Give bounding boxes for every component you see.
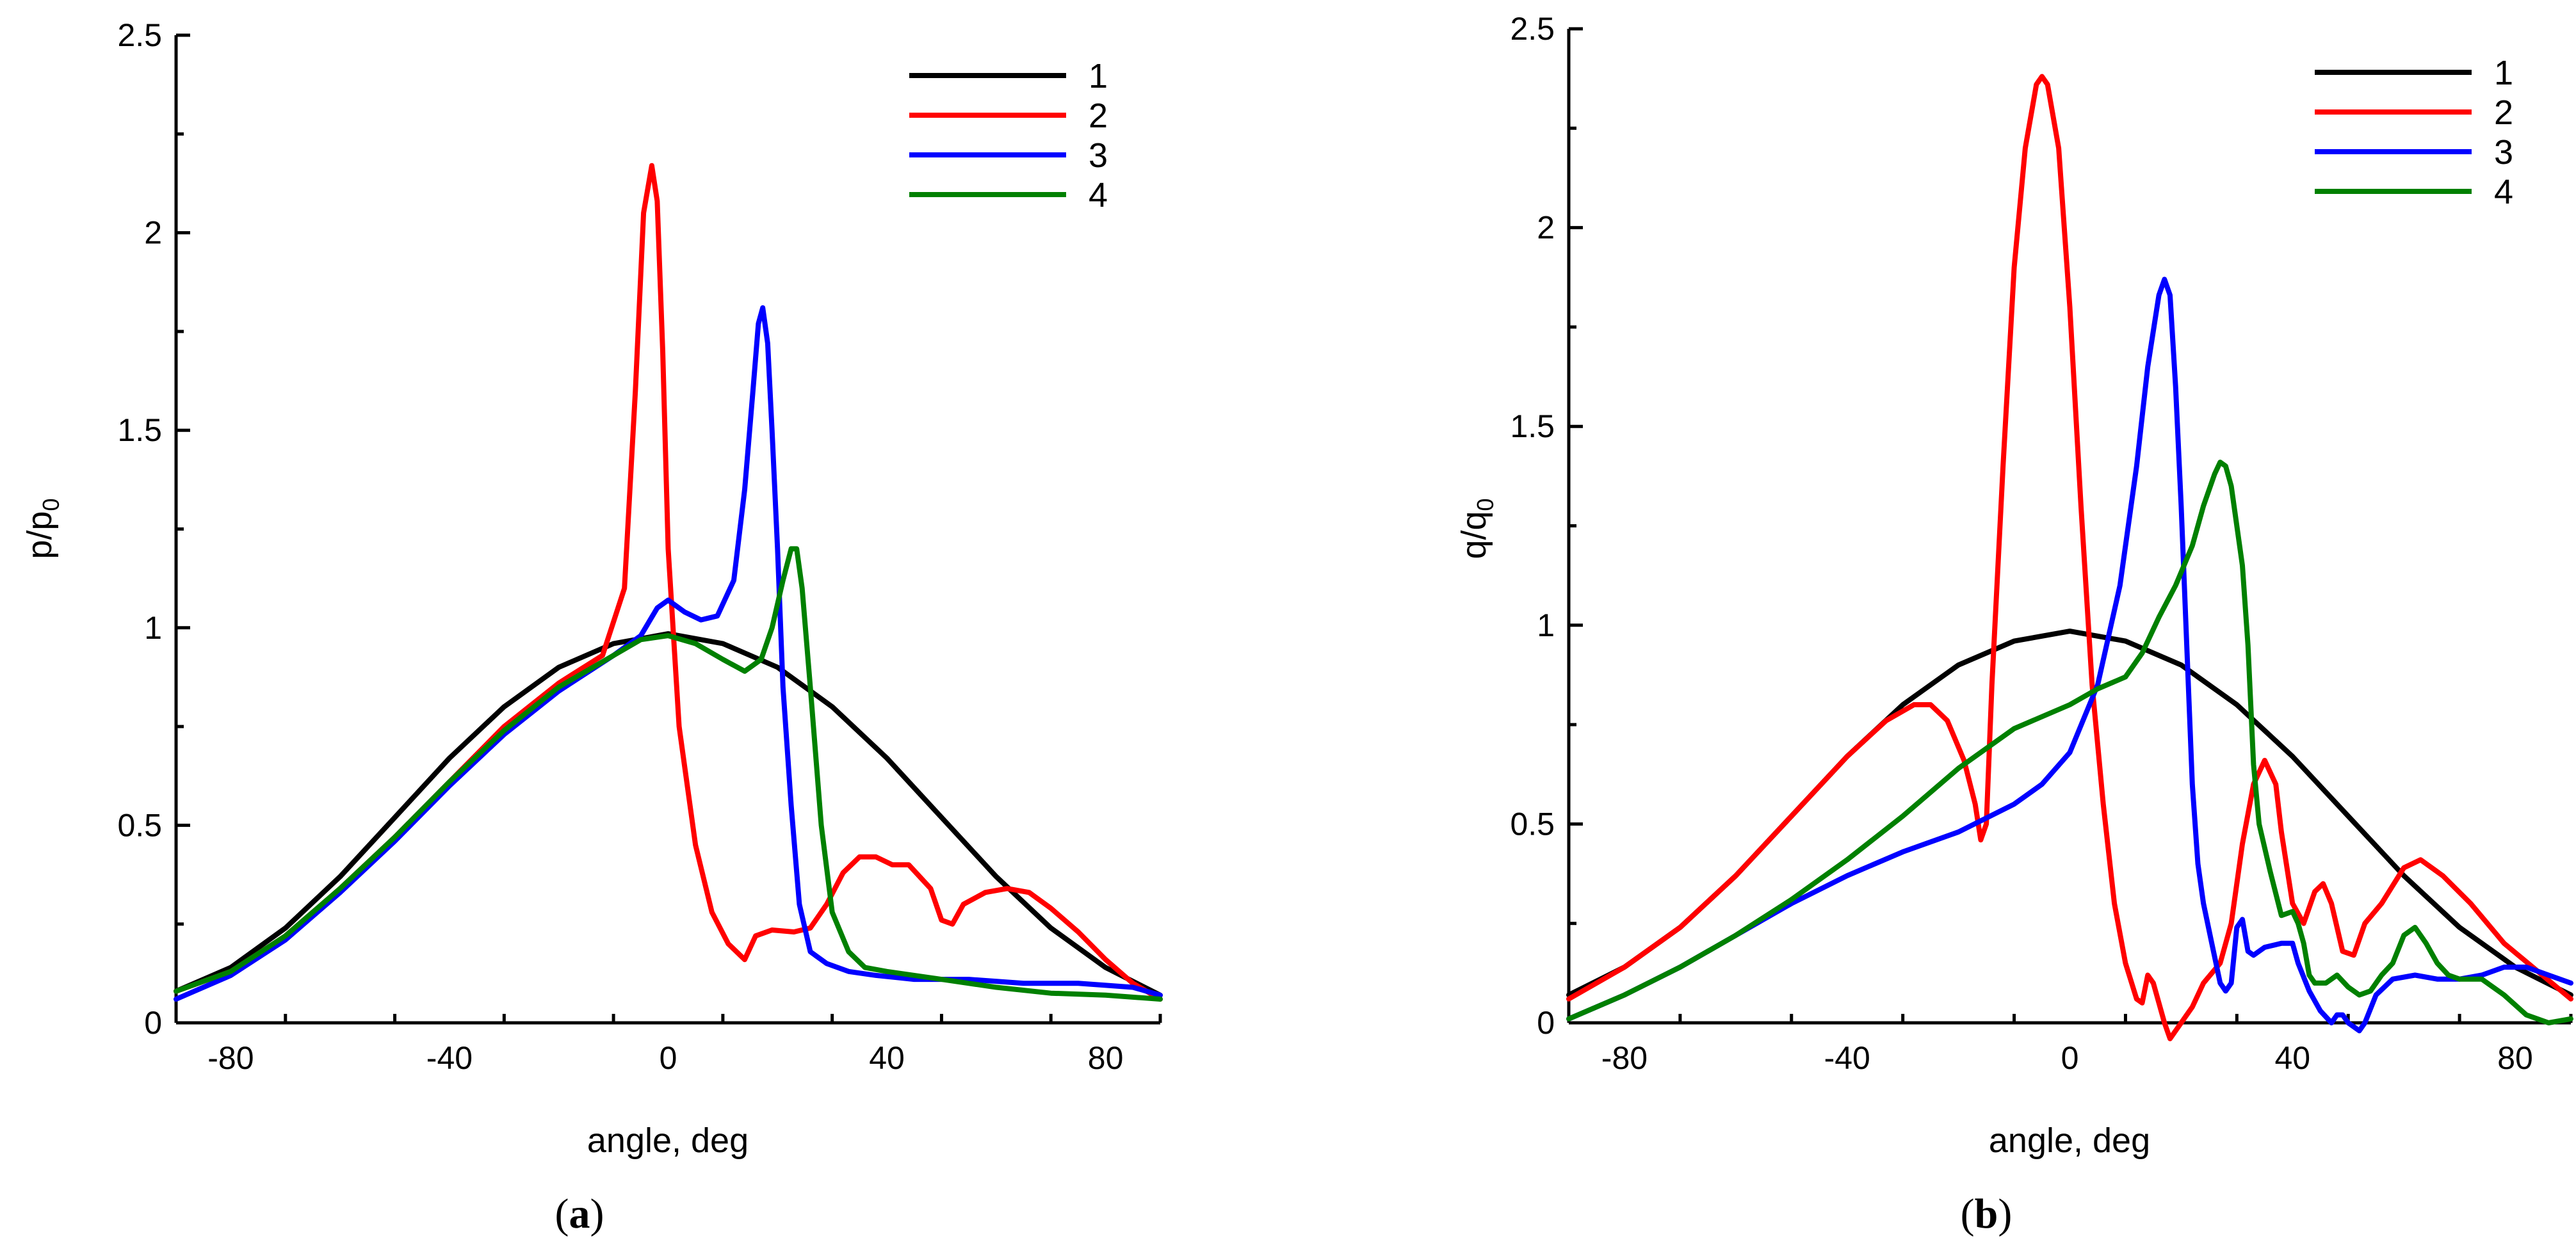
panel-caption-a: (a) — [555, 1191, 604, 1237]
legend-label-a-2: 2 — [1089, 97, 1108, 135]
x-tick-label-a-3: 40 — [869, 1040, 905, 1076]
series-line-b-4 — [1566, 460, 2573, 1025]
x-tick-label-a-1: -40 — [426, 1040, 473, 1076]
y-tick-label-b-1: 0.5 — [1510, 806, 1555, 842]
y-tick-label-b-4: 2 — [1537, 210, 1555, 246]
x-tick-label-a-2: 0 — [660, 1040, 677, 1076]
y-tick-label-b-3: 1.5 — [1510, 408, 1555, 444]
legend-label-b-4: 4 — [2494, 173, 2513, 211]
y-tick-label-a-2: 1 — [144, 610, 162, 646]
series-line-b-1 — [1566, 629, 2573, 998]
y-tick-label-a-5: 2.5 — [117, 17, 162, 53]
series-line-a-3 — [174, 305, 1163, 1002]
y-tick-label-b-2: 1 — [1537, 607, 1555, 643]
y-axis-label-a: p/p0 — [20, 498, 64, 559]
y-tick-label-a-3: 1.5 — [117, 412, 162, 448]
panel-caption-letter-a: a — [569, 1191, 590, 1237]
legend-label-a-3: 3 — [1089, 136, 1108, 175]
series-group-b — [1566, 74, 2573, 1041]
series-line-a-2 — [174, 163, 1163, 1002]
legend-label-a-4: 4 — [1089, 176, 1108, 214]
ticks-b: 0 0.5 1 1.5 2 2.5 -80 -40 0 40 80 — [1510, 11, 2573, 1076]
x-axis-label-b: angle, deg — [1989, 1121, 2150, 1160]
legend-label-b-3: 3 — [2494, 133, 2513, 172]
y-tick-label-a-1: 0.5 — [117, 807, 162, 843]
y-axis-label-sub-b: 0 — [1472, 498, 1498, 511]
legend-label-b-1: 1 — [2494, 54, 2513, 92]
y-tick-label-b-0: 0 — [1537, 1005, 1555, 1041]
y-tick-label-b-5: 2.5 — [1510, 11, 1555, 47]
panel-caption-b: (b) — [1961, 1191, 2013, 1237]
y-axis-label-b: q/q0 — [1455, 498, 1498, 559]
x-tick-label-a-4: 80 — [1088, 1040, 1124, 1076]
axes-b — [1567, 29, 2571, 1025]
legend-label-b-2: 2 — [2494, 93, 2513, 132]
x-tick-label-a-0: -80 — [207, 1040, 254, 1076]
x-tick-label-b-3: 40 — [2274, 1040, 2310, 1076]
panel-caption-letter-b: b — [1975, 1191, 1998, 1237]
series-line-a-4 — [174, 546, 1163, 1002]
y-axis-label-main-b: q/q — [1455, 511, 1493, 559]
ticks-a: 0 0.5 1 1.5 2 2.5 -80 -40 0 40 80 — [117, 17, 1162, 1076]
x-axis-label-a: angle, deg — [587, 1121, 749, 1160]
legend-label-a-1: 1 — [1089, 57, 1108, 95]
series-line-b-2 — [1566, 74, 2573, 1041]
series-line-a-1 — [174, 631, 1163, 998]
y-axis-label-sub-a: 0 — [38, 498, 64, 511]
x-tick-label-b-4: 80 — [2497, 1040, 2533, 1076]
x-tick-label-b-1: -40 — [1824, 1040, 1870, 1076]
series-group-a — [174, 163, 1163, 1002]
y-tick-label-a-0: 0 — [144, 1005, 162, 1041]
x-tick-label-b-2: 0 — [2061, 1040, 2079, 1076]
y-tick-label-a-4: 2 — [144, 215, 162, 251]
x-tick-label-b-0: -80 — [1601, 1040, 1648, 1076]
y-axis-label-main-a: p/p — [20, 511, 59, 559]
series-line-b-3 — [1566, 277, 2573, 1034]
